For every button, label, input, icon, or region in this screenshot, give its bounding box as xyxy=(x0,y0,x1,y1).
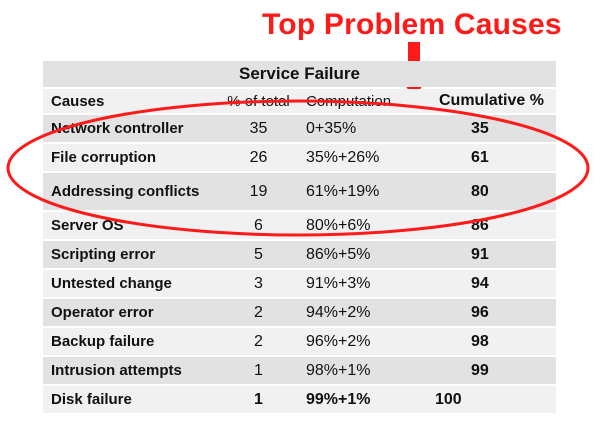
percent-cell: 26 xyxy=(217,144,300,171)
service-failure-table: Service Failure Causes % of total Comput… xyxy=(43,61,556,415)
computation-cell: 94%+2% xyxy=(300,299,429,326)
header-cumulative: Cumulative % xyxy=(429,89,556,113)
cause-cell: Scripting error xyxy=(43,241,217,268)
header-causes: Causes xyxy=(43,89,217,113)
cause-cell: File corruption xyxy=(43,144,217,171)
cumulative-cell: 98 xyxy=(429,328,556,355)
computation-cell: 99%+1% xyxy=(300,386,429,413)
computation-cell: 91%+3% xyxy=(300,270,429,297)
table-row: Addressing conflicts 19 61%+19% 80 xyxy=(43,173,556,210)
cause-cell: Backup failure xyxy=(43,328,217,355)
table-header-row: Causes % of total Computation Cumulative… xyxy=(43,89,556,113)
computation-cell: 35%+26% xyxy=(300,144,429,171)
computation-cell: 61%+19% xyxy=(300,173,429,210)
cumulative-cell: 100 xyxy=(429,386,556,413)
table-row: Untested change 3 91%+3% 94 xyxy=(43,270,556,297)
table-row: Scripting error 5 86%+5% 91 xyxy=(43,241,556,268)
cumulative-cell: 61 xyxy=(429,144,556,171)
cumulative-cell: 96 xyxy=(429,299,556,326)
computation-cell: 96%+2% xyxy=(300,328,429,355)
computation-cell: 80%+6% xyxy=(300,212,429,239)
percent-cell: 3 xyxy=(217,270,300,297)
table-row: Backup failure 2 96%+2% 98 xyxy=(43,328,556,355)
percent-cell: 2 xyxy=(217,328,300,355)
table-row: Disk failure 1 99%+1% 100 xyxy=(43,386,556,413)
headline-title: Top Problem Causes xyxy=(262,8,562,41)
cause-cell: Addressing conflicts xyxy=(43,173,217,210)
cause-cell: Network controller xyxy=(43,115,217,142)
cause-cell: Intrusion attempts xyxy=(43,357,217,384)
computation-cell: 0+35% xyxy=(300,115,429,142)
percent-cell: 1 xyxy=(217,357,300,384)
percent-cell: 6 xyxy=(217,212,300,239)
cumulative-cell: 94 xyxy=(429,270,556,297)
computation-cell: 86%+5% xyxy=(300,241,429,268)
cause-cell: Operator error xyxy=(43,299,217,326)
percent-cell: 1 xyxy=(217,386,300,413)
percent-cell: 35 xyxy=(217,115,300,142)
table-title: Service Failure xyxy=(43,61,556,87)
percent-cell: 2 xyxy=(217,299,300,326)
table-row: File corruption 26 35%+26% 61 xyxy=(43,144,556,171)
table-row: Server OS 6 80%+6% 86 xyxy=(43,212,556,239)
table-row: Intrusion attempts 1 98%+1% 99 xyxy=(43,357,556,384)
table-row: Network controller 35 0+35% 35 xyxy=(43,115,556,142)
cause-cell: Server OS xyxy=(43,212,217,239)
header-percent-of-total: % of total xyxy=(217,89,300,113)
percent-cell: 19 xyxy=(217,173,300,210)
table-row: Operator error 2 94%+2% 96 xyxy=(43,299,556,326)
header-computation: Computation xyxy=(300,89,429,113)
cumulative-cell: 80 xyxy=(429,173,556,210)
percent-cell: 5 xyxy=(217,241,300,268)
computation-cell: 98%+1% xyxy=(300,357,429,384)
cumulative-cell: 86 xyxy=(429,212,556,239)
cause-cell: Disk failure xyxy=(43,386,217,413)
cumulative-cell: 91 xyxy=(429,241,556,268)
cumulative-cell: 35 xyxy=(429,115,556,142)
cumulative-cell: 99 xyxy=(429,357,556,384)
cause-cell: Untested change xyxy=(43,270,217,297)
